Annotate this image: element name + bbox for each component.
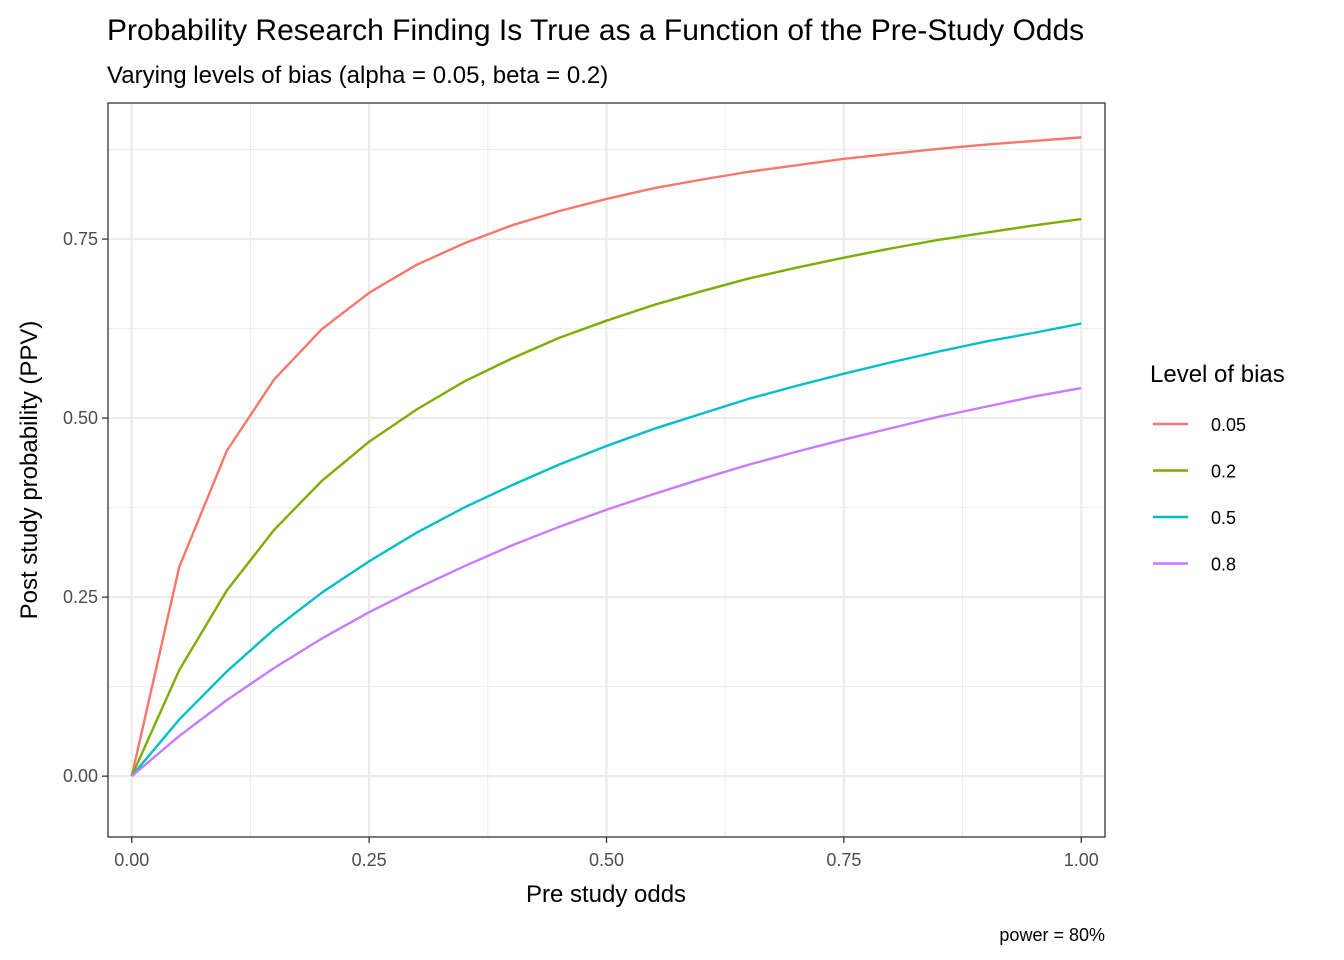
- legend-title: Level of bias: [1150, 361, 1285, 388]
- legend-item: 0.5: [1153, 508, 1236, 528]
- series-line-0.5: [130, 322, 1082, 777]
- series-line-0.05: [130, 136, 1082, 777]
- y-tick-label: 0.50: [63, 408, 98, 428]
- y-tick-label: 0.25: [63, 587, 98, 607]
- legend-label: 0.5: [1211, 508, 1236, 528]
- x-axis-title: Pre study odds: [526, 881, 686, 908]
- y-tick-label: 0.00: [63, 766, 98, 786]
- legend-item: 0.2: [1153, 462, 1236, 482]
- x-tick-label: 0.75: [826, 850, 861, 870]
- y-axis-title: Post study probability (PPV): [16, 321, 43, 620]
- x-tick-label: 1.00: [1064, 850, 1099, 870]
- x-tick-label: 0.25: [352, 850, 387, 870]
- y-axis: 0.00 0.25 0.50 0.75: [63, 229, 108, 786]
- caption: power = 80%: [999, 925, 1105, 945]
- x-axis: 0.00 0.25 0.50 0.75 1.00: [114, 837, 1099, 870]
- major-gridlines: [108, 103, 1105, 837]
- legend-item: 0.05: [1153, 415, 1246, 435]
- legend-label: 0.8: [1211, 555, 1236, 575]
- chart-title: Probability Research Finding Is True as …: [107, 14, 1084, 47]
- x-tick-label: 0.50: [589, 850, 624, 870]
- legend-item: 0.8: [1153, 555, 1236, 575]
- y-tick-label: 0.75: [63, 229, 98, 249]
- series-line-0.2: [130, 217, 1082, 777]
- legend-label: 0.2: [1211, 462, 1236, 482]
- x-tick-label: 0.00: [114, 850, 149, 870]
- legend: Level of bias 0.05 0.2 0.5 0.8: [1150, 361, 1285, 575]
- legend-label: 0.05: [1211, 415, 1246, 435]
- chart-subtitle: Varying levels of bias (alpha = 0.05, be…: [107, 62, 608, 89]
- legend-items: 0.05 0.2 0.5 0.8: [1153, 415, 1246, 575]
- series-lines: [130, 136, 1082, 778]
- series-line-0.8: [130, 386, 1082, 778]
